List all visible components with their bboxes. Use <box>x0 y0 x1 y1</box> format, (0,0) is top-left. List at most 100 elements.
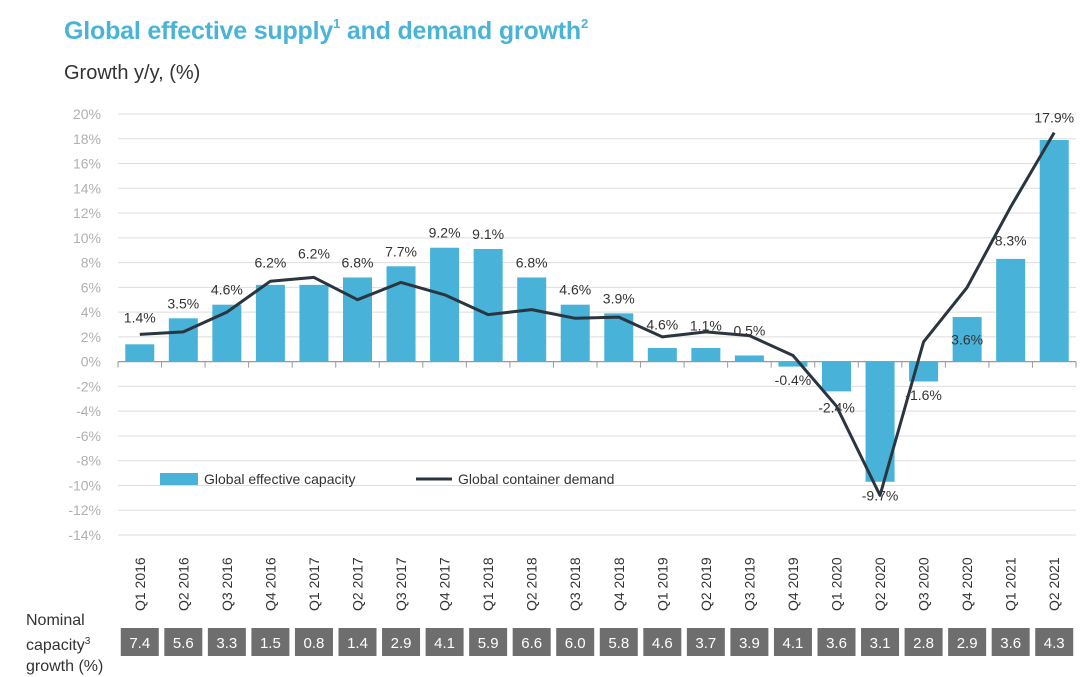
bar <box>691 348 721 362</box>
bar <box>647 348 677 362</box>
bar <box>255 284 285 362</box>
x-tick-label: Q1 2017 <box>306 557 322 611</box>
x-tick-label: Q3 2017 <box>393 557 409 611</box>
nominal-capacity-box <box>861 628 900 656</box>
y-tick-label: 20% <box>73 106 101 122</box>
nominal-capacity-value: 4.1 <box>434 635 455 652</box>
x-tick-label: Q4 2017 <box>437 557 453 611</box>
y-tick-label: 8% <box>81 255 101 271</box>
y-tick-label: 0% <box>81 354 101 370</box>
y-tick-label: 14% <box>73 180 101 196</box>
nominal-capacity-box <box>904 628 943 656</box>
legend: Global effective capacity Global containe… <box>160 471 614 487</box>
x-tick-marks <box>117 361 1077 368</box>
nominal-capacity-box <box>425 628 464 656</box>
nominal-capacity-box <box>164 628 203 656</box>
legend-swatch-bar <box>160 473 198 485</box>
bar <box>996 258 1026 362</box>
nominal-capacity-value: 3.6 <box>1000 635 1021 652</box>
nominal-capacity-box <box>643 628 682 656</box>
x-tick-label: Q2 2017 <box>350 557 366 611</box>
x-tick-label: Q4 2020 <box>959 557 975 611</box>
data-label: -1.6% <box>905 387 942 403</box>
bar <box>299 284 329 362</box>
nominal-capacity-value: 3.1 <box>870 635 891 652</box>
data-label: 3.5% <box>167 295 199 311</box>
x-tick-label: Q1 2019 <box>654 557 670 611</box>
nominal-capacity-value: 5.9 <box>478 635 499 652</box>
data-label: 6.8% <box>516 254 548 270</box>
nominal-capacity-value: 6.0 <box>565 635 586 652</box>
bar-series-global-effective-capacity <box>125 140 1069 482</box>
bar <box>1039 140 1069 362</box>
nominal-capacity-value: 2.9 <box>957 635 978 652</box>
x-tick-label: Q4 2016 <box>262 557 278 611</box>
nominal-capacity-box <box>686 628 725 656</box>
nominal-capacity-box <box>1035 628 1074 656</box>
y-tick-label: 12% <box>73 205 101 221</box>
nominal-capacity-value: 4.6 <box>652 635 673 652</box>
data-label: 6.2% <box>254 254 286 270</box>
x-tick-label: Q3 2019 <box>741 557 757 611</box>
nominal-capacity-box <box>382 628 421 656</box>
nominal-capacity-value: 3.7 <box>695 635 716 652</box>
nominal-capacity-label: Nominal capacity3 growth (%) <box>26 612 104 675</box>
y-tick-label: 10% <box>73 230 101 246</box>
x-tick-label: Q4 2018 <box>611 557 627 611</box>
y-tick-label: 4% <box>81 304 101 320</box>
data-label: -2.4% <box>818 399 855 415</box>
legend-label-demand: Global container demand <box>458 471 614 487</box>
bar <box>212 304 242 362</box>
nominal-capacity-value: 4.1 <box>783 635 804 652</box>
nominal-capacity-box <box>556 628 595 656</box>
data-label: 3.9% <box>603 290 635 306</box>
data-label: 4.6% <box>646 316 678 332</box>
data-label: 4.6% <box>211 282 243 298</box>
nominal-capacity-value: 5.8 <box>608 635 629 652</box>
data-label: 6.2% <box>298 245 330 261</box>
x-tick-label: Q1 2020 <box>829 557 845 611</box>
data-label: 1.1% <box>690 318 722 334</box>
x-tick-label: Q3 2020 <box>916 557 932 611</box>
bar <box>343 277 372 362</box>
y-tick-label: -4% <box>76 403 101 419</box>
x-tick-label: Q2 2019 <box>698 557 714 611</box>
nominal-capacity-value: 2.8 <box>913 635 934 652</box>
nominal-capacity-value: 3.6 <box>826 635 847 652</box>
legend-label-capacity: Global effective capacity <box>204 471 356 487</box>
x-tick-label: Q4 2019 <box>785 557 801 611</box>
y-tick-label: -6% <box>76 428 101 444</box>
nominal-capacity-value: 3.9 <box>739 635 760 652</box>
x-tick-label: Q2 2020 <box>872 557 888 611</box>
x-axis: Q1 2016 Q2 2016 Q3 2016 Q4 2016 Q1 2017 Q2 20… <box>132 557 1062 611</box>
data-label: 9.1% <box>472 226 504 242</box>
nominal-capacity-value: 1.5 <box>260 635 281 652</box>
y-tick-label: -14% <box>68 527 101 543</box>
data-label: 6.8% <box>342 254 374 270</box>
bar <box>778 361 808 367</box>
data-label: 17.9% <box>1034 110 1074 126</box>
bar <box>473 248 503 362</box>
y-tick-label: 18% <box>73 131 101 147</box>
nominal-capacity-box <box>338 628 377 656</box>
nominal-capacity-box <box>773 628 812 656</box>
nominal-capacity-box <box>207 628 246 656</box>
nominal-capacity-box <box>120 628 159 656</box>
x-tick-label: Q3 2018 <box>567 557 583 611</box>
bar <box>125 344 155 362</box>
nominal-capacity-box <box>294 628 333 656</box>
data-label: -9.7% <box>862 487 899 503</box>
nominal-capacity-value: 6.6 <box>521 635 542 652</box>
data-label: 8.3% <box>995 232 1027 248</box>
y-tick-label: -10% <box>68 477 101 493</box>
y-tick-label: 16% <box>73 156 101 172</box>
bar <box>560 304 590 362</box>
y-tick-label: -2% <box>76 378 101 394</box>
nominal-capacity-value: 7.4 <box>129 635 150 652</box>
nominal-capacity-value: 0.8 <box>304 635 325 652</box>
nominal-capacity-value: 4.3 <box>1044 635 1065 652</box>
nominal-capacity-box <box>991 628 1030 656</box>
x-tick-label: Q2 2016 <box>175 557 191 611</box>
y-tick-label: 2% <box>81 329 101 345</box>
